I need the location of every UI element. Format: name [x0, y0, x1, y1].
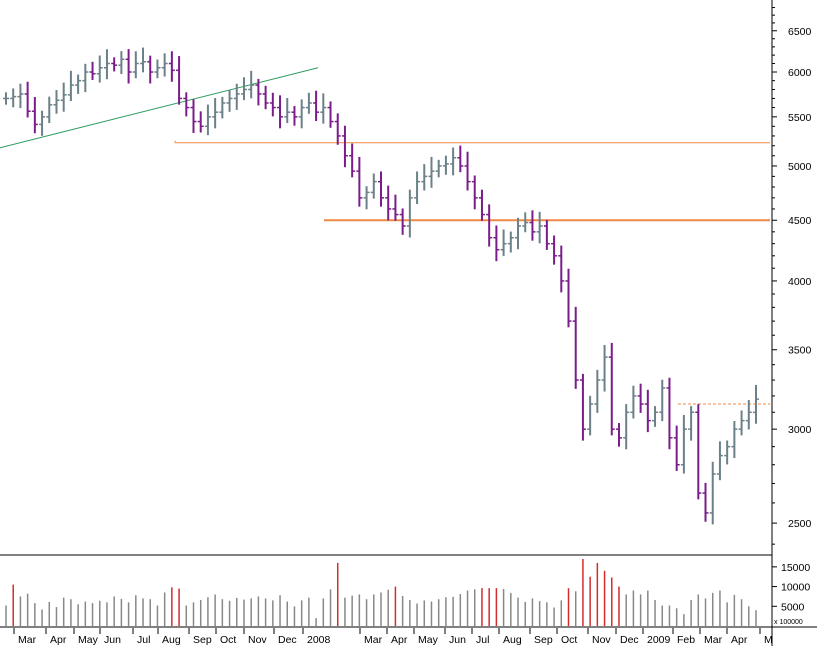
- x-tick-label: Nov: [592, 634, 611, 646]
- x-tick-label: Apr: [731, 634, 748, 646]
- x-tick-label: Apr: [391, 634, 408, 646]
- x-tick-label: Sep: [193, 634, 212, 646]
- x-tick-label: Mar: [18, 634, 37, 646]
- y-tick-label: 5000: [788, 161, 812, 173]
- x-tick-label: 2008: [307, 634, 331, 646]
- y-tick-label: 3000: [788, 424, 812, 436]
- y-tick-label: 2500: [788, 518, 812, 530]
- trendline: [0, 67, 319, 149]
- x-tick-label: 2009: [647, 634, 671, 646]
- volume-y-tick-label: 5000: [781, 601, 805, 613]
- volume-panel: [5, 558, 757, 626]
- x-tick-label: Aug: [162, 634, 181, 646]
- x-tick-label: Aug: [503, 634, 522, 646]
- volume-y-tick-label: 10000: [781, 582, 810, 594]
- x-tick-label: May: [78, 634, 99, 646]
- price-panel: [0, 47, 770, 525]
- y-tick-label: 5500: [788, 112, 812, 124]
- y-tick-label: 4500: [788, 215, 812, 227]
- x-tick-label: Dec: [278, 634, 297, 646]
- x-tick-label: Oct: [561, 634, 577, 646]
- x-tick-label: Mar: [704, 634, 723, 646]
- y-tick-label: 3500: [788, 345, 812, 357]
- volume-y-tick-label: 15000: [781, 562, 810, 574]
- y-tick-label: 4000: [788, 276, 812, 288]
- x-tick-label: Jul: [137, 634, 150, 646]
- x-tick-label: Nov: [248, 634, 267, 646]
- x-tick-label: May: [418, 634, 439, 646]
- volume-scale-label: x 100000: [774, 619, 803, 626]
- y-tick-label: 6500: [788, 26, 812, 38]
- x-tick-label: Feb: [677, 634, 695, 646]
- x-tick-label: Oct: [220, 634, 236, 646]
- x-tick-label: Sep: [534, 634, 553, 646]
- x-tick-label: Dec: [620, 634, 639, 646]
- x-tick-label: Mar: [364, 634, 383, 646]
- x-tick-label: Jul: [476, 634, 489, 646]
- x-tick-label: Apr: [50, 634, 67, 646]
- x-tick-label: Jun: [449, 634, 466, 646]
- x-tick-label: Jun: [104, 634, 121, 646]
- y-tick-label: 6000: [788, 67, 812, 79]
- x-tick-label: M: [764, 634, 773, 646]
